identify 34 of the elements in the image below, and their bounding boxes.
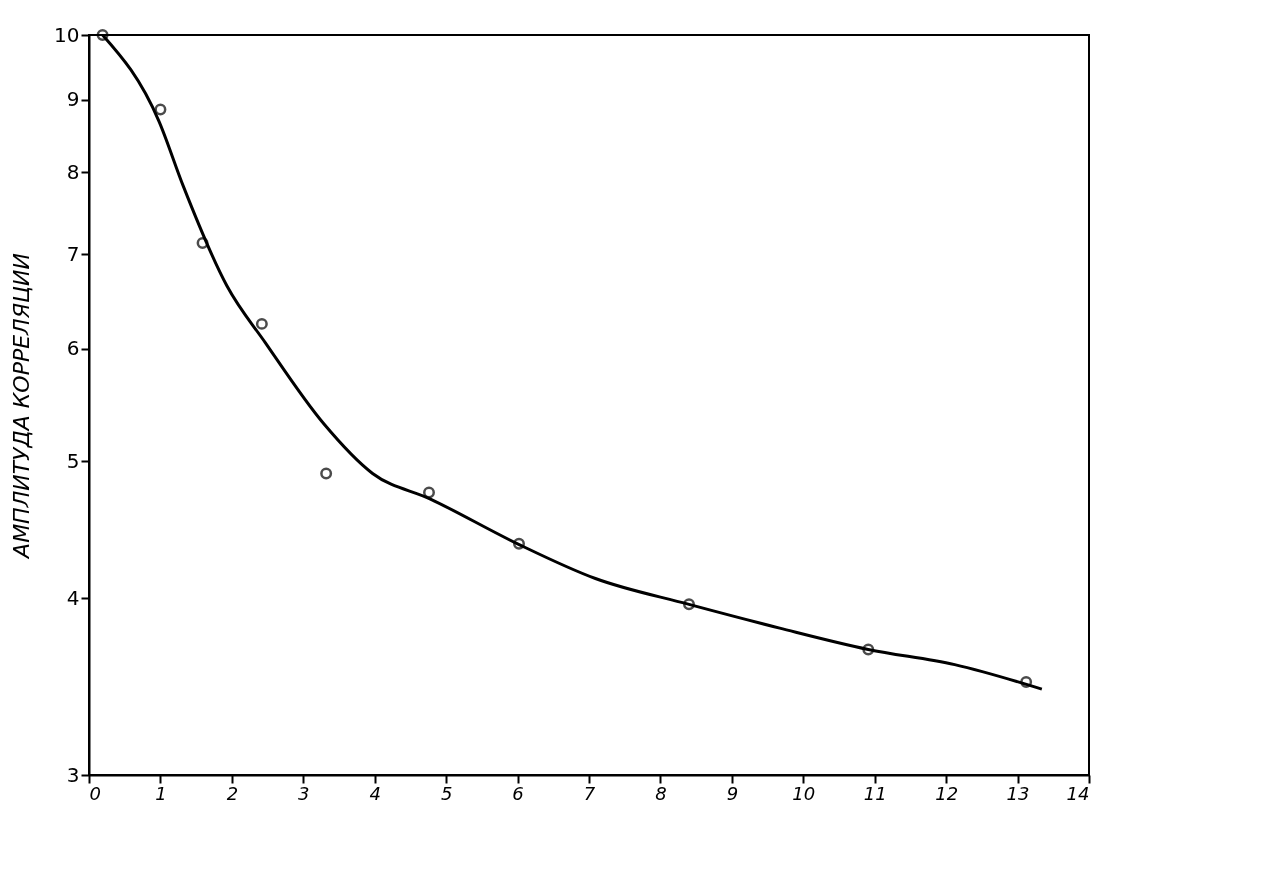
- y-tick-label: 5: [66, 448, 80, 473]
- point: [320, 467, 333, 480]
- x-tick-label: 9: [726, 782, 739, 804]
- x-tick-label: 13: [1006, 782, 1030, 804]
- x-tick-label: 12: [935, 782, 959, 804]
- y-tick-label: 4: [66, 585, 80, 610]
- y-axis-title: АМПЛИТУДА КОРРЕЛЯЦИИ: [9, 253, 35, 560]
- point: [154, 103, 167, 116]
- point: [423, 486, 435, 499]
- y-tick-label: 7: [66, 241, 80, 266]
- point: [513, 537, 525, 550]
- x-tick-label: 14: [1066, 782, 1090, 804]
- point: [96, 29, 109, 41]
- y-tick-label: 10: [54, 22, 80, 47]
- x-tick-label: 1: [155, 782, 167, 804]
- x-tick-label: 8: [655, 782, 667, 804]
- x-tick-label: 7: [583, 782, 596, 804]
- point: [683, 598, 695, 611]
- point: [1020, 676, 1033, 688]
- x-tick-label: 5: [440, 782, 453, 804]
- x-tick-label: 11: [863, 782, 887, 804]
- point: [862, 643, 875, 656]
- point: [196, 236, 209, 249]
- y-tick-label: 6: [66, 336, 80, 361]
- x-tick-label: 6: [512, 782, 524, 804]
- x-tick-label: 2: [226, 782, 239, 804]
- x-tick-label: 0: [89, 782, 101, 804]
- y-tick-label: 9: [66, 87, 80, 112]
- x-tick-label: 3: [298, 782, 310, 804]
- y-tick-label: 3: [66, 762, 80, 787]
- point: [255, 317, 268, 330]
- y-tick-label: 8: [66, 159, 80, 184]
- x-tick-label: 10: [792, 782, 816, 804]
- x-tick-label: 4: [369, 782, 381, 804]
